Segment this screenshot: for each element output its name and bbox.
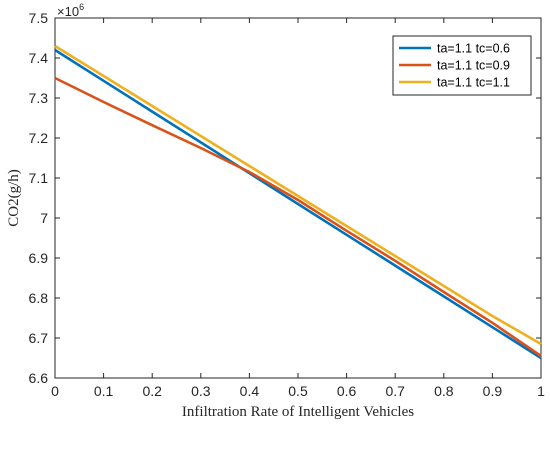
legend-label: ta=1.1 tc=0.6 bbox=[437, 42, 510, 56]
x-tick-label: 0.8 bbox=[434, 383, 454, 399]
y-tick-label: 7.1 bbox=[29, 170, 49, 186]
y-tick-label: 7.5 bbox=[29, 10, 49, 26]
x-tick-label: 0 bbox=[51, 383, 59, 399]
y-tick-label: 7.3 bbox=[29, 90, 49, 106]
x-tick-label: 1 bbox=[537, 383, 545, 399]
legend: ta=1.1 tc=0.6 ta=1.1 tc=0.9 ta=1.1 tc=1.1 bbox=[392, 35, 532, 96]
y-axis-multiplier-exponent: 6 bbox=[79, 2, 84, 12]
series-line-2 bbox=[54, 76, 542, 358]
x-tick-label: 0.3 bbox=[191, 383, 211, 399]
legend-label: ta=1.1 tc=0.9 bbox=[437, 59, 510, 73]
x-tick-label: 0.4 bbox=[240, 383, 260, 399]
x-tick-label: 0.2 bbox=[142, 383, 162, 399]
series-line-3 bbox=[54, 44, 542, 346]
y-tick-label: 7.4 bbox=[29, 50, 49, 66]
y-tick-label: 7.2 bbox=[29, 130, 49, 146]
y-tick-label: 6.6 bbox=[29, 370, 49, 386]
series-layer bbox=[54, 44, 542, 360]
series-line-1 bbox=[54, 48, 542, 360]
y-axis: 6.6 6.7 6.8 6.9 7 7.1 7.2 7.3 7.4 7.5 bbox=[29, 10, 541, 386]
y-axis-multiplier: ×106 bbox=[57, 2, 84, 19]
y-axis-title: CO2(g/h) bbox=[6, 169, 22, 227]
x-tick-label: 0.9 bbox=[483, 383, 503, 399]
x-tick-label: 0.5 bbox=[288, 383, 308, 399]
x-tick-label: 0.6 bbox=[337, 383, 357, 399]
y-tick-label: 6.7 bbox=[29, 330, 49, 346]
x-tick-label: 0.7 bbox=[385, 383, 405, 399]
y-axis-multiplier-base: ×10 bbox=[57, 4, 79, 19]
x-axis-title: Infiltration Rate of Intelligent Vehicle… bbox=[182, 404, 414, 420]
y-tick-label: 7 bbox=[40, 210, 48, 226]
legend-label: ta=1.1 tc=1.1 bbox=[437, 76, 510, 90]
y-tick-label: 6.9 bbox=[29, 250, 49, 266]
x-axis: 0 0.1 0.2 0.3 0.4 0.5 0.6 0.7 0.8 0.9 1 bbox=[51, 18, 545, 399]
x-tick-label: 0.1 bbox=[94, 383, 114, 399]
y-tick-label: 6.8 bbox=[29, 290, 49, 306]
